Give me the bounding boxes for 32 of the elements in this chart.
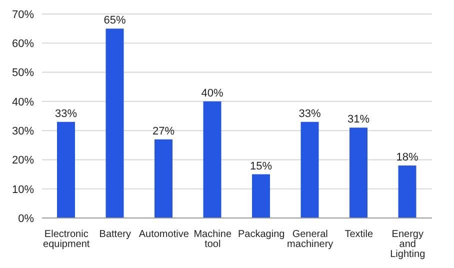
data-label: 33% bbox=[298, 108, 321, 120]
data-label: 31% bbox=[347, 114, 370, 126]
y-tick-label: 40% bbox=[12, 96, 34, 108]
x-tick-label: Packaging bbox=[238, 229, 285, 240]
y-tick-label: 30% bbox=[12, 125, 34, 138]
x-tick-label: General machinery bbox=[287, 229, 334, 250]
y-tick-label: 10% bbox=[12, 184, 34, 196]
x-tick-label: Electronic equipment bbox=[43, 229, 90, 250]
bar bbox=[350, 128, 368, 218]
data-label: 65% bbox=[104, 14, 126, 27]
bar bbox=[106, 28, 124, 218]
bar bbox=[203, 101, 222, 218]
x-tick-label: Battery bbox=[99, 229, 131, 240]
x-tick-label: Energy and Lighting bbox=[390, 229, 426, 260]
y-tick-label: 60% bbox=[12, 38, 34, 50]
bar bbox=[398, 166, 416, 218]
x-tick-label: Textile bbox=[344, 229, 374, 240]
data-label: 15% bbox=[250, 160, 272, 172]
y-tick-label: 50% bbox=[12, 67, 34, 80]
y-tick-label: 0% bbox=[18, 212, 34, 225]
bar bbox=[57, 122, 75, 218]
data-label: 33% bbox=[54, 108, 78, 120]
data-label: 27% bbox=[152, 125, 175, 138]
x-tick-label: Automotive bbox=[138, 229, 190, 240]
bar bbox=[252, 174, 270, 218]
y-tick-label: 20% bbox=[12, 154, 34, 167]
bar bbox=[154, 139, 172, 218]
x-tick-label: Machine tool bbox=[194, 229, 232, 250]
bar bbox=[300, 122, 319, 218]
data-label: 40% bbox=[201, 87, 224, 100]
y-tick-label: 70% bbox=[12, 8, 34, 21]
data-label: 18% bbox=[396, 152, 418, 164]
